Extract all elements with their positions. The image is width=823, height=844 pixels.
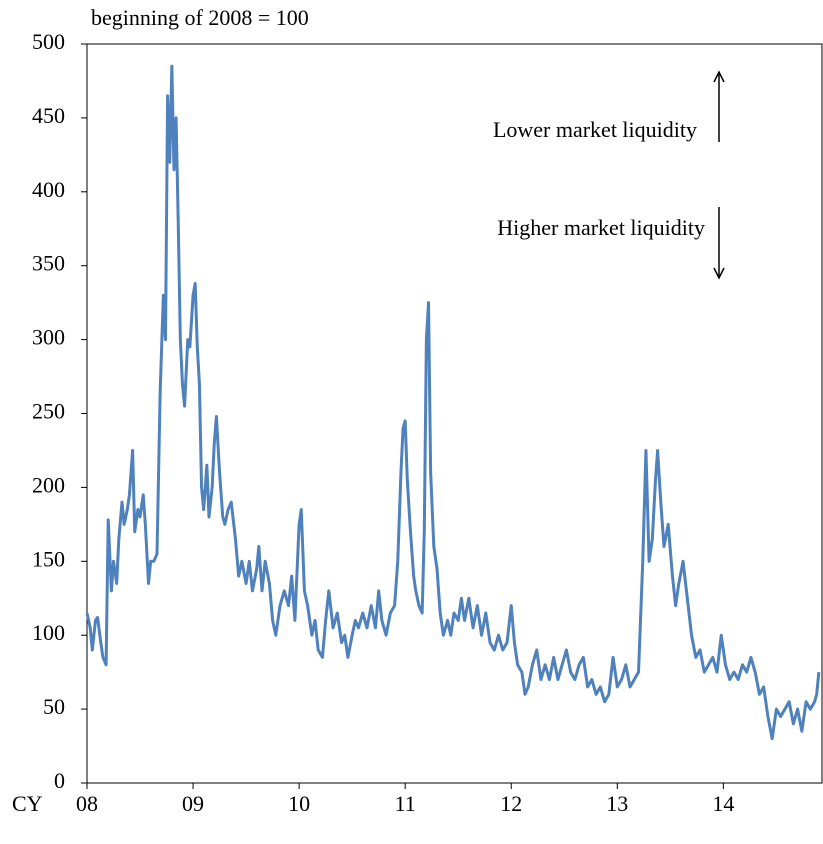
x-tick-label: 11 <box>395 791 416 816</box>
annotation: Lower market liquidity <box>493 117 697 142</box>
y-tick-label: 450 <box>32 103 65 128</box>
data-line <box>85 64 821 741</box>
x-tick-label: 13 <box>606 791 628 816</box>
plot-frame <box>86 43 823 784</box>
y-tick-label: 0 <box>54 768 65 793</box>
arrow-up <box>713 70 725 142</box>
y-tick-label: 50 <box>43 694 65 719</box>
x-tick-label: 12 <box>500 791 522 816</box>
y-tick-label: 300 <box>32 325 65 350</box>
x-tick-label: 14 <box>712 791 734 816</box>
y-tick-label: 100 <box>32 620 65 645</box>
y-tick-label: 400 <box>32 177 65 202</box>
x-axis-label: CY <box>12 791 43 816</box>
y-axis-label: beginning of 2008 = 100 <box>91 5 309 30</box>
annotation: Higher market liquidity <box>497 215 705 240</box>
arrow-down <box>713 207 725 280</box>
x-tick-label: 10 <box>288 791 310 816</box>
y-tick-label: 150 <box>32 546 65 571</box>
y-tick-label: 500 <box>32 29 65 54</box>
y-tick-label: 200 <box>32 472 65 497</box>
x-tick-label: 09 <box>182 791 204 816</box>
x-tick-label: 08 <box>76 791 98 816</box>
y-tick-label: 250 <box>32 399 65 424</box>
y-tick-label: 350 <box>32 251 65 276</box>
